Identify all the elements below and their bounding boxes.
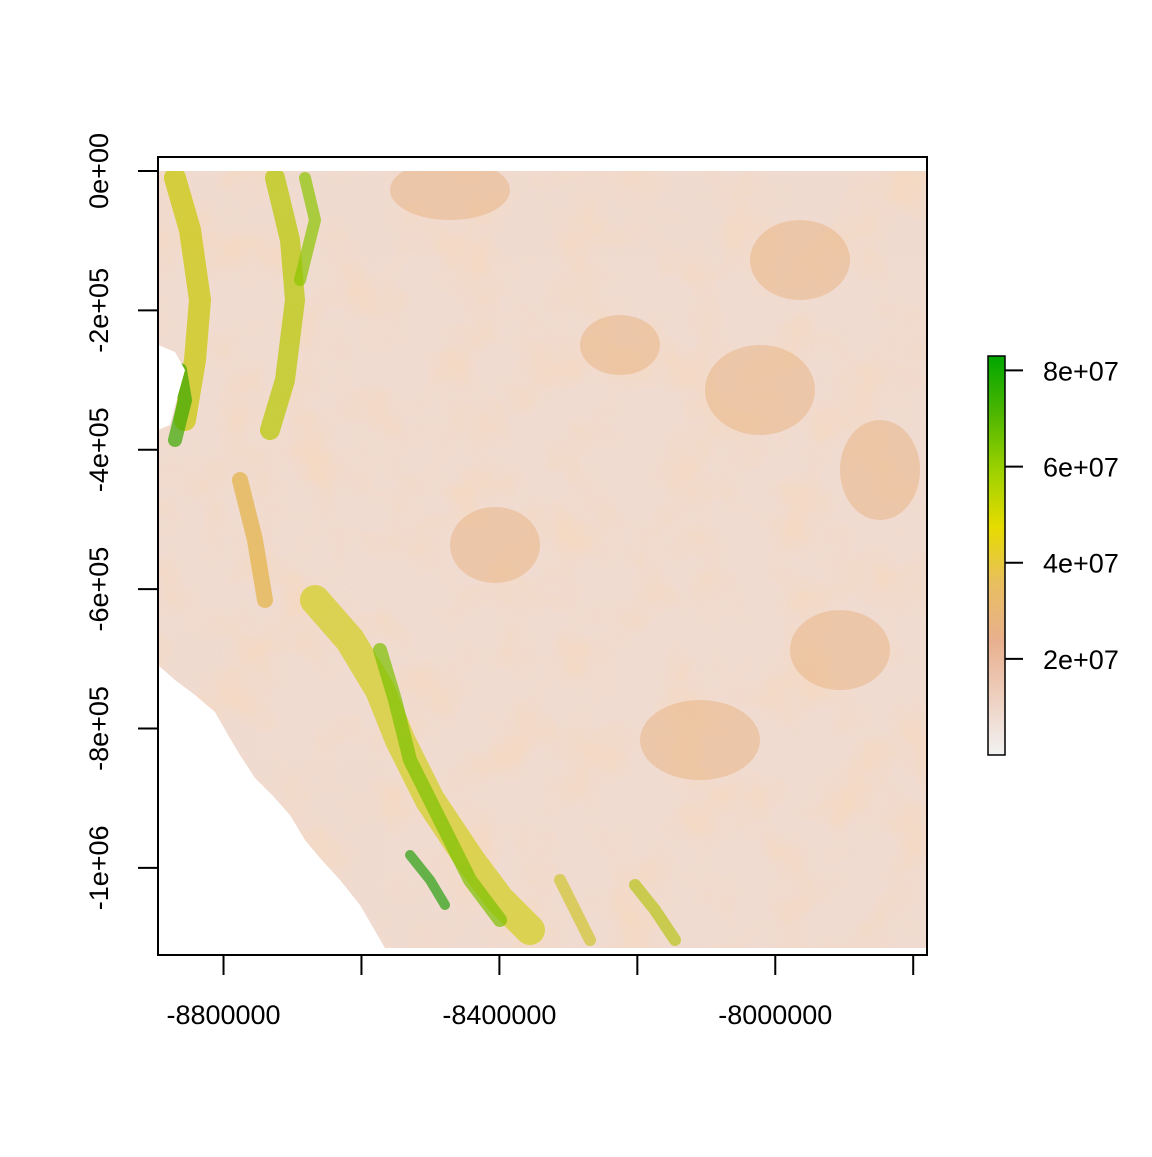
raster-patch-5: [390, 170, 510, 220]
legend-colorbar: [987, 355, 1006, 756]
raster-patch-3: [790, 610, 890, 690]
raster-patch-0: [450, 507, 540, 583]
raster-image: [158, 170, 927, 949]
raster-patch-2: [705, 345, 815, 435]
axes: -8800000 -8400000 -8000000 0e+00 -2e+05 -4e+0…: [84, 133, 928, 1030]
raster-cells: [158, 170, 927, 949]
raster-highvalue-5: [373, 643, 507, 927]
raster-patch-7: [840, 420, 920, 520]
y-tick-label: -4e+05: [84, 407, 114, 492]
raster-highvalue-8: [629, 879, 681, 946]
legend-tick-label: 6e+07: [1043, 453, 1119, 483]
raster-highvalue-3: [294, 172, 321, 286]
x-tick-label: -8000000: [718, 1000, 832, 1030]
y-tick-label: -2e+05: [84, 268, 114, 353]
raster-highvalue-6: [405, 850, 450, 910]
raster-highvalue-7: [554, 874, 596, 946]
raster-patch-4: [640, 700, 760, 780]
x-tick-label: -8800000: [166, 1000, 280, 1030]
y-tick-label: -6e+05: [84, 547, 114, 632]
legend: 2e+07 4e+07 6e+07 8e+07: [987, 355, 1119, 756]
legend-tick-label: 8e+07: [1043, 356, 1119, 386]
raster-patch-6: [750, 220, 850, 300]
legend-tick-label: 4e+07: [1043, 549, 1119, 579]
legend-tick-label: 2e+07: [1043, 645, 1119, 675]
x-tick-label: -8400000: [442, 1000, 556, 1030]
y-tick-label: 0e+00: [84, 133, 114, 209]
y-tick-label: -1e+06: [84, 825, 114, 910]
y-tick-label: -8e+05: [84, 686, 114, 771]
raster-nodata-lake: [158, 345, 185, 430]
raster-patch-1: [580, 315, 660, 375]
raster-highvalue-9: [232, 472, 273, 608]
raster-highvalue-2: [260, 170, 305, 440]
raster-highvalue-0: [164, 170, 211, 431]
